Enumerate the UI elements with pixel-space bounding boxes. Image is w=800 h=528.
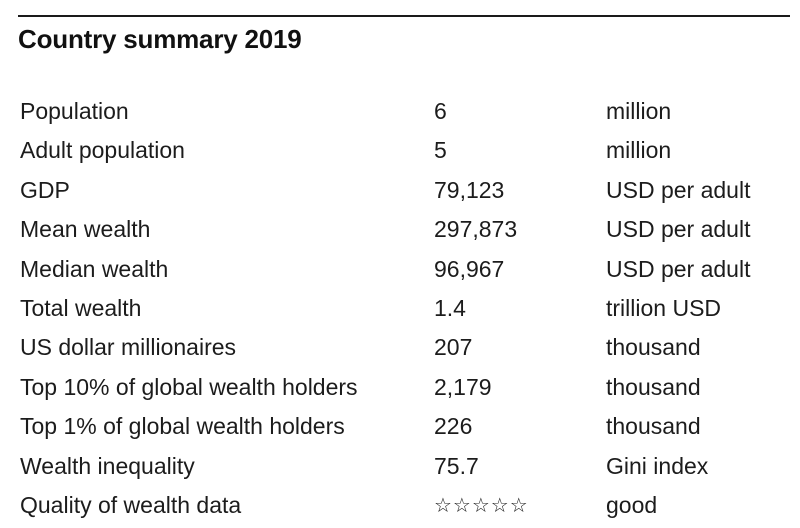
row-value: 1.4 — [434, 294, 466, 321]
table-row: Population 6 million — [20, 92, 790, 131]
table-row: US dollar millionaires 207 thousand — [20, 328, 790, 367]
table-row: GDP 79,123 USD per adult — [20, 171, 790, 210]
table-row: Median wealth 96,967 USD per adult — [20, 250, 790, 289]
page-title: Country summary 2019 — [18, 24, 302, 54]
table-row: Adult population 5 million — [20, 131, 790, 170]
row-label: Total wealth — [20, 294, 142, 321]
table-row: Top 10% of global wealth holders 2,179 t… — [20, 368, 790, 407]
row-value: 6 — [434, 98, 447, 124]
top-rule — [18, 15, 790, 17]
table-row: Top 1% of global wealth holders 226 thou… — [20, 407, 790, 446]
row-unit: USD per adult — [606, 255, 751, 282]
row-unit: trillion USD — [606, 294, 722, 321]
row-value: 96,967 — [434, 255, 505, 282]
row-unit: USD per adult — [606, 216, 751, 243]
row-value: 79,123 — [434, 176, 505, 203]
row-value: 75.7 — [434, 452, 479, 479]
row-unit: thousand — [606, 334, 701, 361]
table-row: Quality of wealth data ☆☆☆☆☆ good — [20, 486, 790, 525]
row-label: Top 10% of global wealth holders — [20, 373, 358, 400]
row-label: US dollar millionaires — [20, 334, 237, 361]
row-label: Wealth inequality — [20, 452, 195, 479]
row-label: Mean wealth — [20, 216, 151, 243]
summary-table: Population 6 million Adult population 5 … — [20, 92, 790, 525]
row-label: Top 1% of global wealth holders — [20, 413, 345, 440]
row-label: Population — [20, 98, 129, 124]
row-unit: million — [606, 98, 672, 124]
row-unit: million — [606, 137, 672, 164]
quality-stars-icon: ☆☆☆☆☆ — [434, 492, 529, 517]
table-row: Total wealth 1.4 trillion USD — [20, 289, 790, 328]
row-label: GDP — [20, 176, 70, 203]
row-value: 207 — [434, 334, 473, 361]
row-label: Adult population — [20, 137, 185, 164]
row-unit: USD per adult — [606, 176, 751, 203]
table-row: Mean wealth 297,873 USD per adult — [20, 210, 790, 249]
row-value: 226 — [434, 413, 473, 440]
row-label: Median wealth — [20, 255, 169, 282]
row-unit: Gini index — [606, 452, 709, 479]
row-unit: thousand — [606, 373, 701, 400]
row-value: 5 — [434, 137, 447, 164]
row-value: 297,873 — [434, 216, 518, 243]
row-unit: thousand — [606, 413, 701, 440]
row-label: Quality of wealth data — [20, 491, 242, 518]
table-row: Wealth inequality 75.7 Gini index — [20, 447, 790, 486]
row-value: 2,179 — [434, 373, 492, 400]
row-unit: good — [606, 491, 658, 518]
